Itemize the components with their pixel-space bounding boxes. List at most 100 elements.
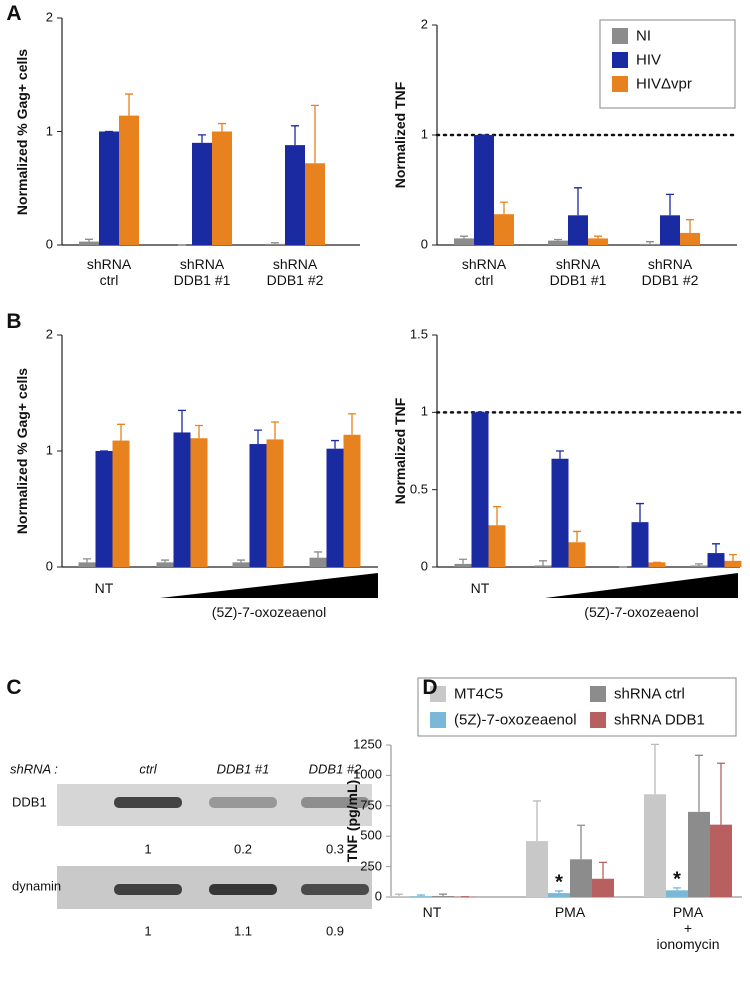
y-tick-label: 250: [360, 858, 382, 874]
error-bar: [636, 502, 644, 523]
error-bar: [539, 560, 547, 566]
error-bar: [237, 559, 245, 563]
error-bar: [556, 450, 564, 459]
blot-strip: [57, 784, 372, 826]
bar: [488, 525, 506, 567]
bar: [119, 115, 139, 245]
blot-band: [301, 797, 369, 808]
error-bar: [577, 824, 585, 860]
legend-label: shRNA DDB1: [614, 711, 705, 729]
bar: [212, 131, 232, 245]
blot-band: [301, 884, 369, 895]
y-tick-label: 1: [45, 442, 53, 458]
bar: [688, 811, 710, 897]
y-tick-label: 2: [45, 9, 53, 25]
error-bar: [729, 553, 737, 561]
bar: [232, 562, 250, 567]
bar: [666, 890, 688, 897]
bar: [680, 232, 700, 245]
band-label: dynamin: [12, 878, 62, 894]
y-tick-label: 1.5: [409, 326, 428, 342]
y-tick-label: 1: [420, 126, 428, 142]
x-tick-label: shRNA ctrl: [461, 256, 507, 289]
error-bar: [666, 193, 674, 216]
bar: [568, 215, 588, 245]
x-tick-label: PMA: [554, 904, 586, 920]
bar: [568, 542, 586, 567]
x-tick-label: PMA + ionomycin: [656, 904, 720, 953]
bar: [548, 240, 568, 245]
legend-label: (5Z)-7-oxozeaenol: [454, 711, 577, 729]
bar: [494, 214, 514, 245]
bar: [285, 145, 305, 245]
significance-marker: *: [555, 871, 563, 894]
error-bar: [500, 201, 508, 215]
legend-swatch: [612, 76, 628, 92]
error-bar: [554, 238, 562, 241]
x-tick-label: shRNA DDB1 #2: [266, 256, 324, 289]
y-tick-label: 0: [45, 236, 53, 252]
bar: [343, 434, 361, 567]
bar: [690, 565, 708, 567]
legend-label: NI: [636, 27, 651, 45]
panel-label: C: [6, 675, 22, 699]
legend-swatch: [590, 712, 606, 728]
error-bar: [348, 413, 356, 435]
band-quantification: 0.9: [325, 923, 345, 939]
y-axis-label: Normalized TNF: [391, 81, 408, 189]
bar: [526, 841, 548, 897]
annotation: (5Z)-7-oxozeaenol: [211, 603, 327, 620]
bar: [305, 163, 325, 245]
bar: [570, 859, 592, 897]
bar: [474, 135, 494, 245]
bar: [78, 562, 96, 567]
legend-label: MT4C5: [454, 685, 504, 703]
dose-wedge: [545, 573, 738, 598]
error-bar: [695, 754, 703, 812]
band-quantification: 0.2: [233, 841, 253, 857]
legend-label: HIV: [636, 51, 662, 69]
legend-swatch: [590, 686, 606, 702]
error-bar: [439, 893, 447, 897]
error-bar: [417, 894, 425, 897]
error-bar: [117, 423, 125, 441]
bar: [309, 557, 327, 567]
error-bar: [311, 104, 319, 164]
x-tick-label: NT: [422, 904, 442, 920]
error-bar: [314, 551, 322, 558]
error-bar: [198, 134, 206, 143]
dose-wedge: [160, 573, 378, 598]
error-bar: [331, 439, 339, 449]
lane-label: DDB1 #1: [216, 761, 270, 777]
legend-label: HIVΔvpr: [636, 75, 692, 93]
error-bar: [178, 409, 186, 433]
bar: [112, 440, 130, 567]
bar: [640, 243, 660, 245]
bar: [192, 142, 212, 245]
y-axis-label: Normalized % Gag+ cells: [13, 48, 30, 215]
error-bar: [125, 93, 133, 116]
error-bar: [271, 242, 279, 244]
y-tick-label: 500: [360, 827, 382, 843]
error-bar: [573, 530, 581, 543]
bar: [95, 451, 113, 567]
legend-swatch: [430, 686, 446, 702]
x-tick-label: shRNA ctrl: [86, 256, 132, 289]
band-quantification: 0.3: [325, 841, 345, 857]
bar: [707, 553, 725, 567]
bar: [99, 131, 119, 245]
band-quantification: 1.1: [233, 923, 253, 939]
bar: [265, 243, 285, 245]
legend-label: shRNA ctrl: [614, 685, 685, 703]
error-bar: [195, 424, 203, 439]
y-tick-label: 750: [360, 797, 382, 813]
legend-swatch: [612, 28, 628, 44]
bar: [471, 412, 489, 567]
error-bar: [599, 861, 607, 879]
error-bar: [218, 122, 226, 132]
x-tick-label: NT: [470, 580, 490, 596]
error-bar: [85, 238, 93, 242]
lane-label: DDB1 #2: [308, 761, 362, 777]
bar: [266, 439, 284, 567]
